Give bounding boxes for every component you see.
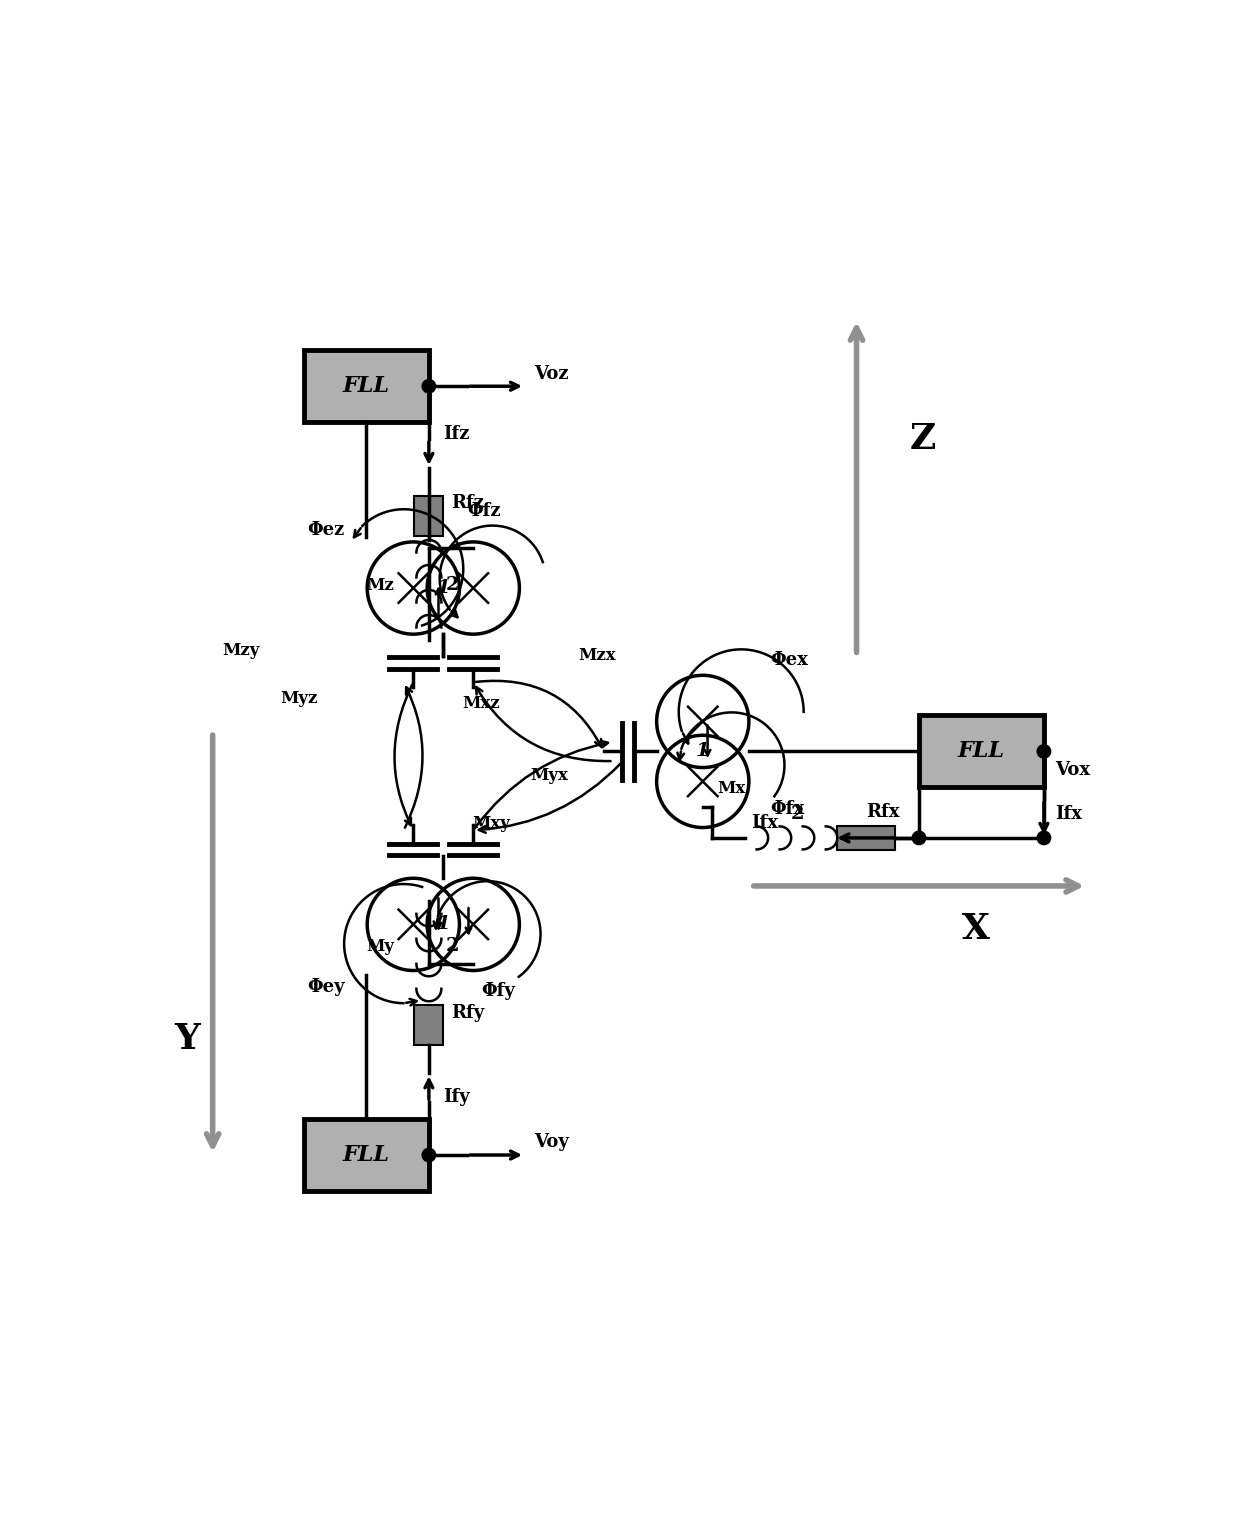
Bar [837, 826, 895, 850]
Text: Φex: Φex [770, 652, 808, 668]
Text: Mzx: Mzx [578, 647, 615, 664]
Text: Voy: Voy [534, 1134, 569, 1151]
Text: Ifx: Ifx [751, 815, 777, 832]
Text: FLL: FLL [959, 740, 1004, 763]
Circle shape [1037, 832, 1050, 844]
Text: Ifx: Ifx [1055, 804, 1083, 823]
Text: 1: 1 [436, 916, 450, 934]
FancyBboxPatch shape [304, 1119, 429, 1192]
Text: Φfx: Φfx [770, 800, 805, 818]
Text: Rfz: Rfz [451, 494, 484, 513]
Text: Vox: Vox [1055, 761, 1091, 780]
Text: Rfx: Rfx [866, 803, 900, 821]
Text: 2: 2 [791, 804, 805, 823]
Text: Φey: Φey [308, 978, 345, 995]
Bar [414, 1006, 444, 1045]
Text: Mxz: Mxz [463, 696, 500, 713]
Text: Myz: Myz [280, 690, 317, 708]
Circle shape [422, 1148, 435, 1161]
Circle shape [1037, 745, 1050, 758]
Text: Z: Z [909, 421, 936, 456]
Text: Φfz: Φfz [467, 502, 501, 520]
Text: My: My [367, 938, 394, 955]
Text: Mxy: Mxy [472, 815, 510, 832]
FancyBboxPatch shape [304, 349, 429, 423]
Text: FLL: FLL [343, 1144, 389, 1166]
Text: Myx: Myx [529, 768, 568, 784]
Text: 2: 2 [446, 575, 460, 594]
Text: Y: Y [174, 1022, 200, 1056]
Text: 1: 1 [436, 578, 450, 597]
FancyBboxPatch shape [919, 716, 1044, 787]
Text: Mzy: Mzy [222, 642, 259, 659]
Text: Mx: Mx [717, 780, 745, 797]
Text: Rfy: Rfy [451, 1004, 485, 1021]
Circle shape [422, 380, 435, 394]
Text: FLL: FLL [343, 375, 389, 397]
Text: Φfy: Φfy [481, 983, 516, 1001]
Text: Voz: Voz [534, 365, 569, 383]
Text: Ify: Ify [444, 1088, 470, 1106]
Text: X: X [962, 913, 991, 946]
Text: 2: 2 [446, 937, 460, 955]
Bar [414, 496, 444, 536]
Text: Mz: Mz [367, 577, 394, 594]
Text: Φez: Φez [308, 522, 345, 539]
Text: Ifz: Ifz [444, 426, 470, 443]
Circle shape [913, 832, 926, 844]
Text: 1: 1 [696, 743, 709, 760]
